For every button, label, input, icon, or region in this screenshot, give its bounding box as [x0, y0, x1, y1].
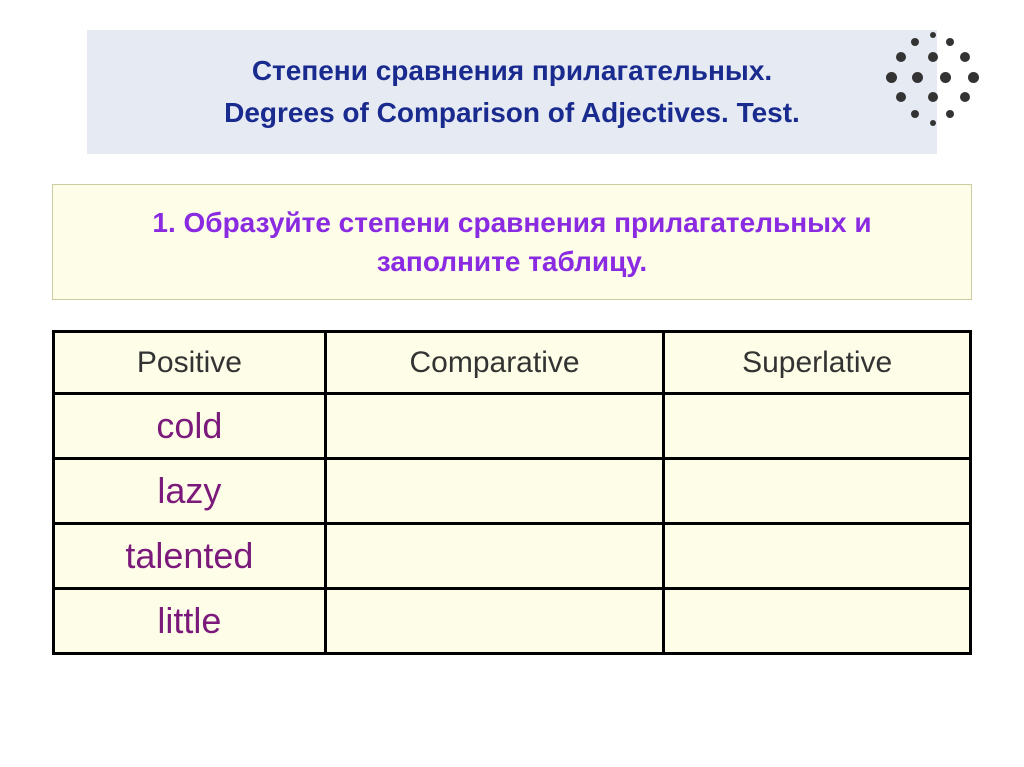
instruction-box: 1. Образуйте степени сравнения прилагате… [52, 184, 972, 300]
table-header-row: Positive Comparative Superlative [54, 332, 971, 394]
table-row: little [54, 589, 971, 654]
cell-comparative-0 [325, 394, 663, 459]
comparison-table: Positive Comparative Superlative cold la… [52, 330, 972, 655]
table-row: cold [54, 394, 971, 459]
title-line-1: Степени сравнения прилагательных. [117, 50, 907, 92]
dots-decoration [886, 30, 986, 130]
cell-positive-2: talented [54, 524, 326, 589]
title-box: Степени сравнения прилагательных. Degree… [87, 30, 937, 154]
instruction-text: 1. Образуйте степени сравнения прилагате… [83, 203, 941, 281]
cell-positive-3: little [54, 589, 326, 654]
cell-comparative-2 [325, 524, 663, 589]
header-positive: Positive [54, 332, 326, 394]
cell-superlative-1 [664, 459, 971, 524]
cell-comparative-3 [325, 589, 663, 654]
cell-positive-0: cold [54, 394, 326, 459]
table-row: talented [54, 524, 971, 589]
cell-comparative-1 [325, 459, 663, 524]
header-comparative: Comparative [325, 332, 663, 394]
title-line-2: Degrees of Comparison of Adjectives. Tes… [117, 92, 907, 134]
table-row: lazy [54, 459, 971, 524]
header-superlative: Superlative [664, 332, 971, 394]
cell-superlative-2 [664, 524, 971, 589]
cell-superlative-3 [664, 589, 971, 654]
cell-positive-1: lazy [54, 459, 326, 524]
cell-superlative-0 [664, 394, 971, 459]
